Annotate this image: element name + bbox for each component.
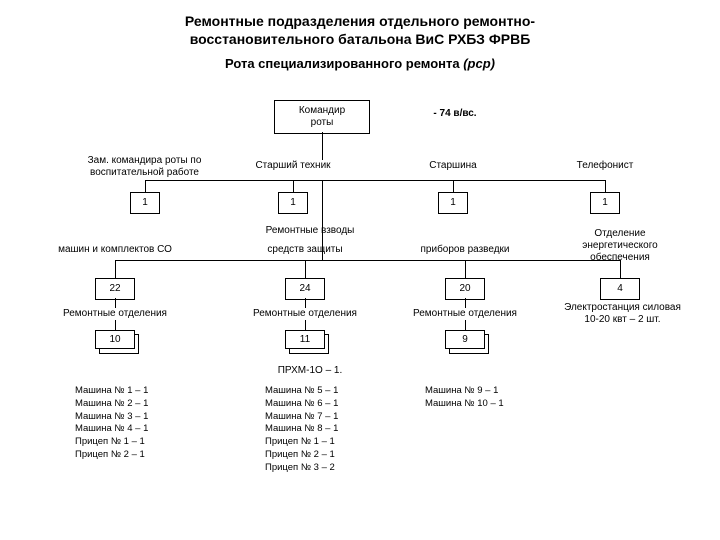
commander-box: Командир роты: [274, 100, 370, 134]
power-station-label: Электростанция силовая 10-20 квт – 2 шт.: [555, 302, 690, 326]
num-box-tech: 1: [278, 192, 308, 214]
page-subtitle: Рота специализированного ремонта (рср): [0, 52, 720, 81]
platoon-c-label: приборов разведки: [390, 244, 540, 256]
sections-a-label: Ремонтные отделения: [55, 308, 175, 320]
connector: [322, 132, 323, 160]
platoon-num-a: 22: [95, 278, 135, 300]
platoon-num-c: 20: [445, 278, 485, 300]
equipment-list-a: Машина № 1 – 1 Машина № 2 – 1 Машина № 3…: [75, 385, 148, 462]
section-num-c: 9: [445, 330, 485, 349]
commander-l1: Командир: [281, 105, 363, 117]
num-box-deputy: 1: [130, 192, 160, 214]
title-line-1: Ремонтные подразделения отдельного ремон…: [185, 13, 535, 29]
energy-label: Отделение энергетического обеспечения: [560, 228, 680, 264]
prhm-label: ПРХМ-1О – 1.: [260, 365, 360, 377]
equipment-list-b: Машина № 5 – 1 Машина № 6 – 1 Машина № 7…: [265, 385, 338, 475]
platoon-b-label: средств защиты: [230, 244, 380, 256]
connector: [605, 180, 606, 192]
connector: [620, 260, 621, 278]
platoon-num-d: 4: [600, 278, 640, 300]
section-num-a: 10: [95, 330, 135, 349]
connector: [453, 180, 454, 192]
section-stack-a: 10: [95, 330, 135, 350]
sections-b-label: Ремонтные отделения: [245, 308, 365, 320]
tech-label: Старший техник: [238, 160, 348, 172]
subtitle-plain: Рота специализированного ремонта: [225, 56, 463, 71]
connector: [115, 260, 620, 261]
sections-c-label: Ремонтные отделения: [405, 308, 525, 320]
num-box-sgt: 1: [438, 192, 468, 214]
connector: [115, 320, 116, 330]
connector: [115, 260, 116, 278]
section-stack-c: 9: [445, 330, 485, 350]
platoons-header: Ремонтные взводы: [230, 225, 390, 237]
sgt-label: Старшина: [408, 160, 498, 172]
subtitle-italic: (рср): [463, 56, 495, 71]
connector: [305, 260, 306, 278]
connector: [465, 320, 466, 330]
section-stack-b: 11: [285, 330, 325, 350]
equipment-list-c: Машина № 9 – 1 Машина № 10 – 1: [425, 385, 504, 411]
page-title: Ремонтные подразделения отдельного ремон…: [0, 0, 720, 52]
connector: [465, 298, 466, 308]
title-line-2: восстановительного батальона ВиС РХБЗ ФР…: [190, 31, 531, 47]
count-label: - 74 в/вс.: [410, 108, 500, 120]
connector: [145, 180, 146, 192]
num-box-tel: 1: [590, 192, 620, 214]
commander-l2: роты: [281, 117, 363, 129]
platoon-num-b: 24: [285, 278, 325, 300]
connector: [305, 298, 306, 308]
connector: [293, 180, 294, 192]
deputy-label: Зам. командира роты по воспитательной ра…: [72, 155, 217, 179]
connector: [145, 180, 605, 181]
section-num-b: 11: [285, 330, 325, 349]
connector: [305, 320, 306, 330]
platoon-a-label: машин и комплектов СО: [40, 244, 190, 256]
connector: [115, 298, 116, 308]
tel-label: Телефонист: [560, 160, 650, 172]
connector: [465, 260, 466, 278]
